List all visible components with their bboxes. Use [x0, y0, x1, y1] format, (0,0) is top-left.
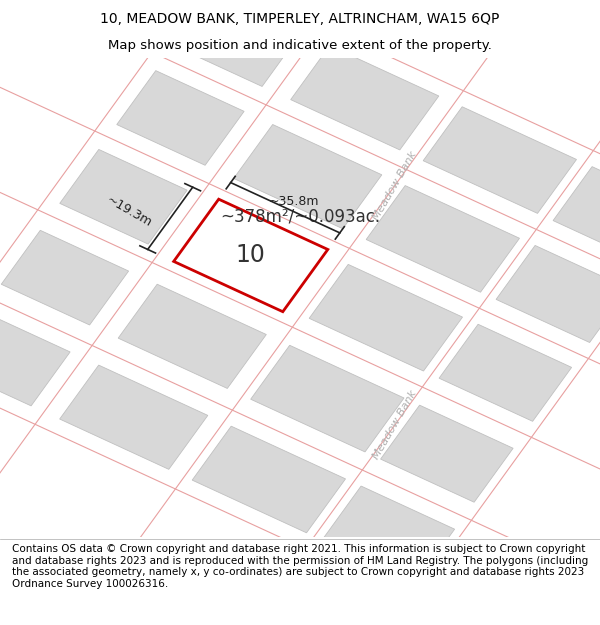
Polygon shape — [251, 345, 404, 452]
Polygon shape — [496, 246, 600, 342]
Text: Contains OS data © Crown copyright and database right 2021. This information is : Contains OS data © Crown copyright and d… — [12, 544, 588, 589]
Text: ~35.8m: ~35.8m — [269, 195, 319, 208]
Polygon shape — [380, 405, 513, 502]
Text: 10, MEADOW BANK, TIMPERLEY, ALTRINCHAM, WA15 6QP: 10, MEADOW BANK, TIMPERLEY, ALTRINCHAM, … — [100, 12, 500, 26]
Polygon shape — [553, 167, 600, 264]
Polygon shape — [366, 186, 520, 292]
Polygon shape — [118, 284, 266, 389]
Polygon shape — [233, 124, 382, 229]
Polygon shape — [59, 365, 208, 469]
Polygon shape — [309, 264, 463, 371]
Polygon shape — [322, 486, 455, 583]
Polygon shape — [439, 324, 572, 421]
Text: ~19.3m: ~19.3m — [104, 193, 155, 229]
Polygon shape — [423, 107, 577, 213]
Text: ~378m²/~0.093ac.: ~378m²/~0.093ac. — [220, 207, 380, 225]
Polygon shape — [1, 231, 128, 325]
Polygon shape — [173, 199, 328, 312]
Text: Map shows position and indicative extent of the property.: Map shows position and indicative extent… — [108, 39, 492, 52]
Polygon shape — [192, 426, 346, 532]
Text: 10: 10 — [236, 244, 266, 268]
Polygon shape — [117, 71, 244, 165]
Polygon shape — [60, 149, 187, 244]
Polygon shape — [290, 46, 439, 150]
Polygon shape — [174, 0, 301, 86]
Polygon shape — [0, 311, 70, 406]
Text: Meadow Bank: Meadow Bank — [371, 150, 418, 222]
Text: Meadow Bank: Meadow Bank — [371, 388, 419, 461]
